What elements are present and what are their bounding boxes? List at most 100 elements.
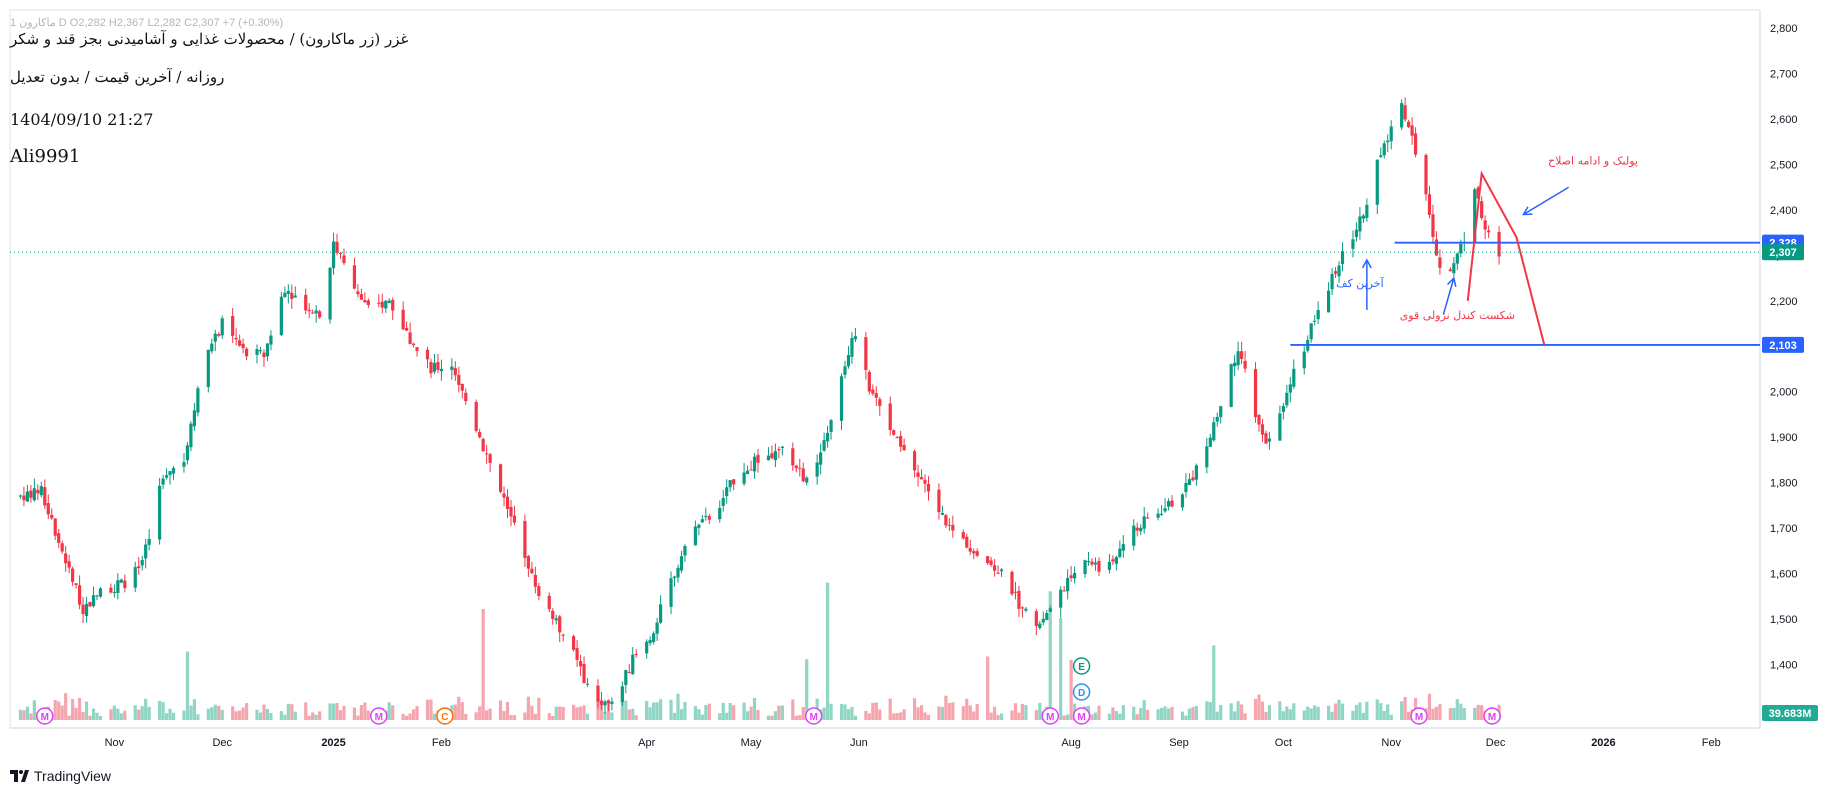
arrow-pullback[interactable] bbox=[1523, 186, 1570, 216]
last-price-badge bbox=[1762, 244, 1804, 261]
volume-bar bbox=[645, 701, 649, 720]
volume-bar bbox=[98, 715, 103, 720]
tradingview-logo[interactable]: TradingView bbox=[10, 768, 111, 784]
y-tick-label: 1,900 bbox=[1770, 432, 1798, 444]
volume-bar bbox=[411, 709, 416, 720]
volume-bar bbox=[502, 711, 506, 720]
volume-bar bbox=[627, 709, 631, 720]
candle-body bbox=[380, 301, 384, 308]
event-marker-letter: M bbox=[810, 712, 818, 723]
candle-body bbox=[648, 639, 652, 644]
candle-body bbox=[631, 654, 635, 675]
volume-bar bbox=[1473, 707, 1477, 720]
candle-body bbox=[498, 464, 503, 492]
candle-body bbox=[509, 506, 513, 517]
candle-body bbox=[791, 448, 795, 466]
event-marker-m-icon[interactable] bbox=[36, 707, 54, 725]
candle-body bbox=[213, 333, 217, 342]
candle-body bbox=[1337, 265, 1341, 277]
volume-bar bbox=[878, 709, 882, 720]
event-marker-m-icon[interactable] bbox=[1041, 707, 1060, 725]
candle-body bbox=[485, 453, 489, 455]
candle-body bbox=[1194, 465, 1198, 480]
arrow-pullback-head bbox=[1522, 206, 1533, 216]
candle-body bbox=[269, 335, 273, 345]
candle-body bbox=[700, 519, 704, 523]
candle-body bbox=[766, 455, 771, 461]
volume-bar bbox=[1400, 701, 1404, 720]
volume-bar bbox=[923, 712, 927, 720]
candle-body bbox=[1431, 214, 1435, 237]
volume-bar bbox=[1215, 711, 1219, 720]
volume-bar bbox=[839, 703, 844, 720]
price-axis[interactable]: 2,8002,7002,6002,5002,4002,3002,2002,100… bbox=[1762, 23, 1818, 721]
annotation-label: پولبک و ادامه اصلاح bbox=[1548, 155, 1638, 168]
event-marker-c-icon[interactable] bbox=[436, 707, 454, 725]
volume-bar bbox=[961, 706, 965, 720]
event-marker-m-icon[interactable] bbox=[1483, 707, 1501, 725]
volume-bar bbox=[234, 711, 238, 720]
volume-bar bbox=[1159, 707, 1164, 720]
volume-bar bbox=[1285, 706, 1289, 720]
event-marker-letter: M bbox=[1077, 712, 1085, 723]
volume-bar bbox=[116, 708, 120, 720]
volume-bar bbox=[610, 712, 614, 720]
candle-body bbox=[231, 315, 235, 336]
candle-body bbox=[815, 462, 819, 477]
volume-bar bbox=[547, 713, 551, 720]
candle-body bbox=[728, 480, 732, 488]
candle-body bbox=[356, 291, 360, 295]
candle-body bbox=[123, 580, 127, 588]
candle-body bbox=[1066, 577, 1070, 592]
candle-body bbox=[777, 449, 781, 451]
x-tick-label: Feb bbox=[1702, 737, 1721, 749]
event-marker-m-icon[interactable] bbox=[804, 707, 823, 725]
event-marker-e-icon[interactable] bbox=[1072, 657, 1091, 675]
event-marker-d-icon[interactable] bbox=[1072, 683, 1091, 701]
volume-bar bbox=[947, 703, 951, 720]
candle-body bbox=[1111, 559, 1115, 562]
candle-body bbox=[116, 580, 120, 593]
volume-bar bbox=[164, 713, 169, 720]
volume-bar bbox=[161, 702, 165, 720]
candle-body bbox=[1424, 155, 1428, 195]
candle-body bbox=[387, 300, 391, 304]
candle-body bbox=[749, 469, 753, 471]
event-marker-m-icon[interactable] bbox=[1072, 707, 1091, 725]
y-tick-label: 1,400 bbox=[1770, 659, 1798, 671]
event-marker-m-icon[interactable] bbox=[370, 707, 388, 725]
volume-bar bbox=[530, 705, 534, 720]
projection-path[interactable] bbox=[1466, 170, 1546, 346]
event-markers[interactable]: M M C M M M D E M M bbox=[36, 657, 1501, 725]
candle-body bbox=[1139, 527, 1143, 532]
candle-body bbox=[672, 576, 677, 579]
time-axis[interactable]: Nov Dec 2025 Feb Apr May Jun Aug Sep Oct Nov Dec 202… bbox=[105, 737, 1721, 749]
candle-body bbox=[279, 296, 283, 336]
arrow-breakout[interactable] bbox=[1442, 277, 1455, 315]
volume-bar bbox=[1340, 703, 1345, 720]
y-tick-label: 1,600 bbox=[1770, 568, 1798, 580]
candle-body bbox=[1010, 571, 1014, 595]
candle-body bbox=[732, 479, 736, 485]
candle-body bbox=[164, 475, 169, 478]
volume-bar bbox=[338, 710, 343, 720]
event-marker-m-icon[interactable] bbox=[1410, 707, 1428, 725]
candle-body bbox=[770, 453, 774, 459]
candle-body bbox=[846, 354, 851, 367]
y-tick-label: 2,800 bbox=[1770, 23, 1798, 35]
candle-body bbox=[683, 546, 687, 556]
volume-bar bbox=[1480, 705, 1484, 720]
drawn-lines[interactable] bbox=[10, 170, 1760, 346]
volume-bar bbox=[1233, 711, 1237, 720]
candle-body bbox=[1375, 159, 1379, 205]
candle-body bbox=[1354, 229, 1359, 238]
author-name: Ali9991 bbox=[10, 146, 81, 167]
volume-bar bbox=[631, 708, 635, 720]
candle-body bbox=[25, 491, 29, 502]
candle-body bbox=[318, 311, 322, 318]
candle-body bbox=[850, 338, 854, 357]
volume-bar bbox=[53, 699, 57, 720]
volume-bar bbox=[850, 707, 854, 720]
candle-body bbox=[596, 685, 600, 702]
